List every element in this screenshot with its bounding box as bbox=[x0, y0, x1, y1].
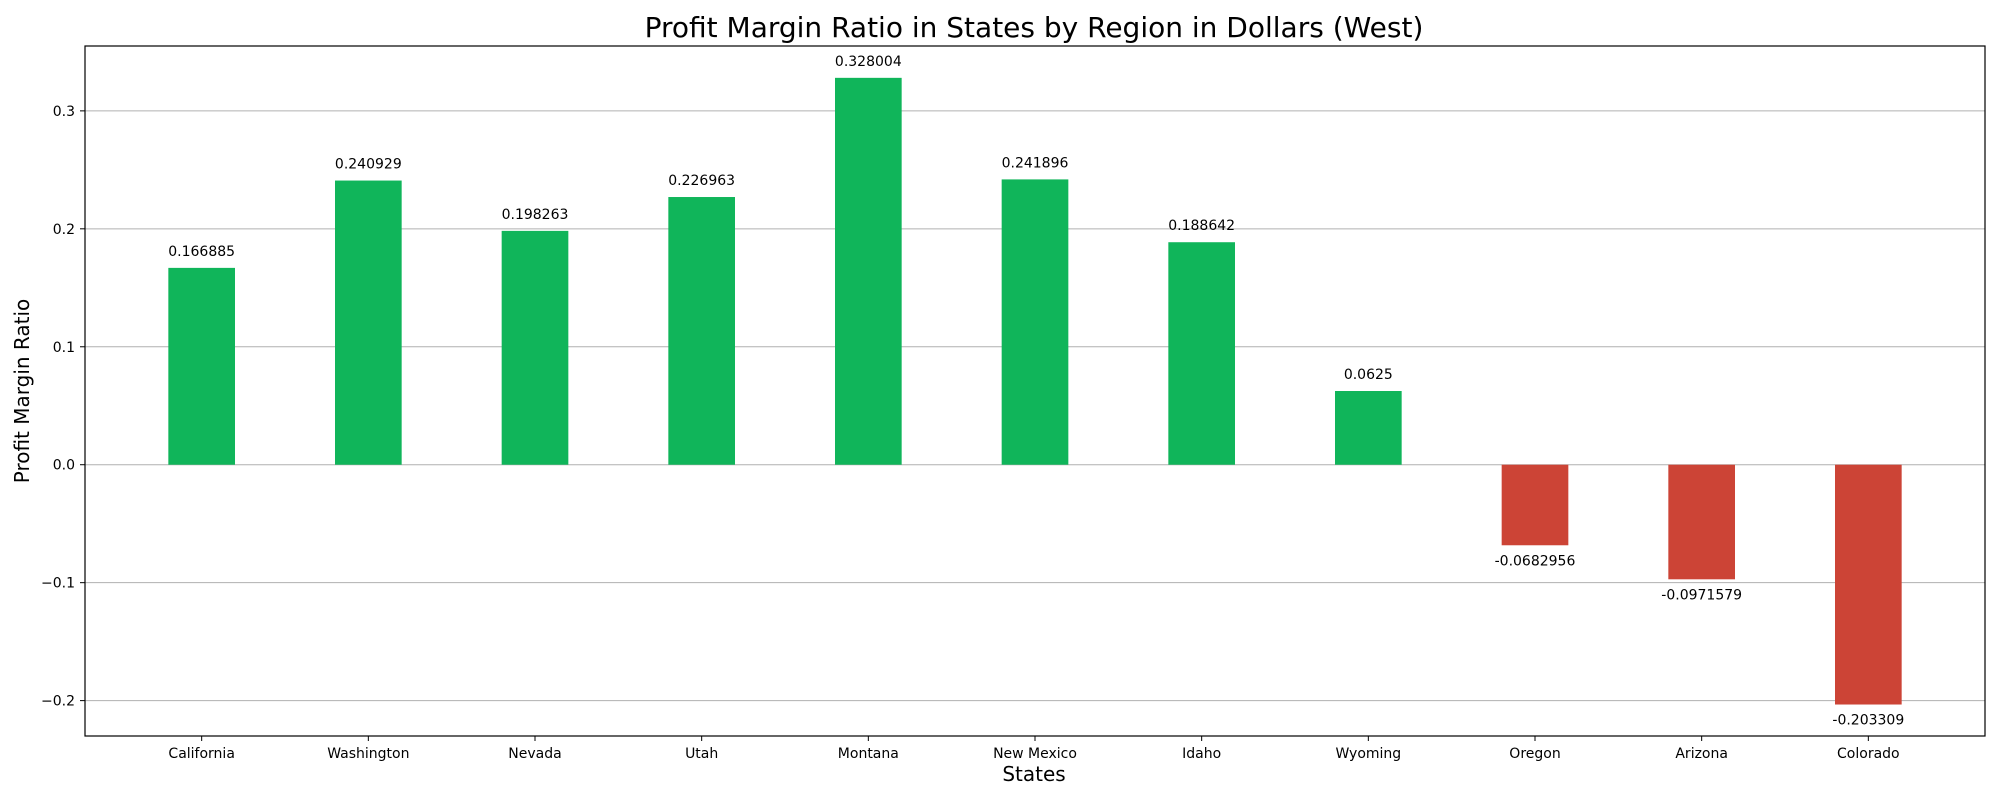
bars bbox=[168, 77, 1902, 705]
bar-arizona bbox=[1668, 464, 1735, 580]
bar-value-label: -0.0971579 bbox=[1661, 587, 1742, 603]
y-tick-label: −0.1 bbox=[41, 576, 75, 592]
bar-california bbox=[168, 267, 235, 465]
bar-value-label: 0.240929 bbox=[335, 157, 402, 173]
y-tick-label: 0.3 bbox=[53, 104, 75, 120]
bar-value-label: -0.0682956 bbox=[1495, 553, 1576, 569]
bar-value-label: -0.203309 bbox=[1832, 713, 1904, 729]
x-tick-label: Colorado bbox=[1837, 746, 1900, 762]
bar-value-label: 0.188642 bbox=[1168, 218, 1235, 234]
bar-value-label: 0.241896 bbox=[1002, 155, 1069, 171]
chart-title: Profit Margin Ratio in States by Region … bbox=[645, 11, 1424, 44]
bar-utah bbox=[668, 197, 735, 465]
x-tick-label: Wyoming bbox=[1335, 746, 1401, 762]
x-tick-label: Nevada bbox=[508, 746, 561, 762]
bar-value-label: 0.198263 bbox=[502, 207, 569, 223]
x-axis: California Washington Nevada Utah Montana New… bbox=[168, 736, 1900, 762]
x-tick-label: New Mexico bbox=[993, 746, 1077, 762]
x-tick-label: Oregon bbox=[1509, 746, 1560, 762]
bar-wyoming bbox=[1335, 391, 1402, 465]
bar-nevada bbox=[501, 230, 569, 465]
x-tick-label: Arizona bbox=[1675, 746, 1728, 762]
x-tick-label: Utah bbox=[685, 746, 718, 762]
y-tick-label: 0.2 bbox=[53, 222, 75, 238]
y-tick-label: −0.2 bbox=[41, 694, 75, 710]
y-axis-title: Profit Margin Ratio bbox=[10, 299, 34, 484]
bar-idaho bbox=[1168, 242, 1235, 465]
bar-value-label: 0.328004 bbox=[835, 54, 902, 70]
bar-value-labels: 0.166885 0.240929 0.198263 0.226963 0.328004… bbox=[168, 54, 1904, 729]
bar-montana bbox=[835, 77, 902, 465]
bar-oregon bbox=[1501, 464, 1569, 546]
x-tick-label: Washington bbox=[327, 746, 409, 762]
x-axis-title: States bbox=[1002, 762, 1065, 786]
bar-new-mexico bbox=[1001, 179, 1069, 465]
x-tick-label: Montana bbox=[838, 746, 899, 762]
y-tick-label: 0.1 bbox=[53, 340, 75, 356]
bar-colorado bbox=[1835, 464, 1902, 705]
bar-value-label: 0.226963 bbox=[668, 173, 735, 189]
bar-washington bbox=[335, 180, 402, 465]
x-tick-label: California bbox=[168, 746, 234, 762]
x-tick-label: Idaho bbox=[1182, 746, 1221, 762]
y-axis: −0.2 −0.1 0.0 0.1 0.2 0.3 bbox=[41, 104, 85, 710]
bar-value-label: 0.0625 bbox=[1344, 367, 1393, 383]
bar-value-label: 0.166885 bbox=[168, 244, 235, 260]
y-tick-label: 0.0 bbox=[53, 458, 75, 474]
